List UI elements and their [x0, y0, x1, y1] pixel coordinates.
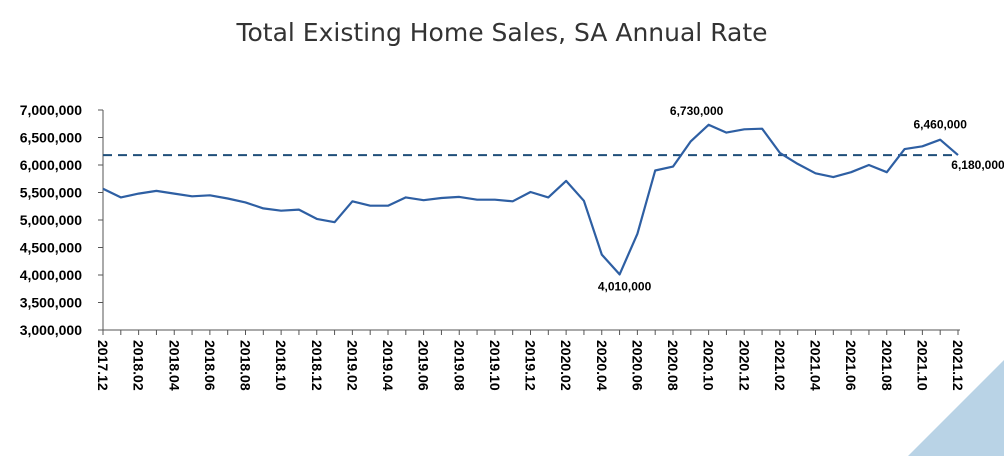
- data-label: 6,460,000: [913, 118, 967, 132]
- y-tick-label: 7,000,000: [20, 102, 82, 118]
- y-tick-label: 4,000,000: [20, 267, 82, 283]
- x-tick-label: 2019.02: [344, 340, 360, 391]
- x-tick-label: 2020.12: [736, 340, 752, 391]
- x-tick-label: 2020.06: [629, 340, 645, 391]
- y-tick-label: 4,500,000: [20, 240, 82, 256]
- x-tick-label: 2019.06: [416, 340, 432, 391]
- x-tick-label: 2018.04: [166, 340, 182, 391]
- x-tick-label: 2019.10: [487, 340, 503, 391]
- x-tick-label: 2020.10: [701, 340, 717, 391]
- x-tick-label: 2019.04: [380, 340, 396, 391]
- x-tick-label: 2020.02: [558, 340, 574, 391]
- data-label: 4,010,000: [598, 279, 652, 293]
- x-tick-label: 2021.02: [772, 340, 788, 391]
- data-label: 6,730,000: [670, 104, 724, 118]
- x-tick-label: 2021.10: [914, 340, 930, 391]
- y-tick-label: 3,500,000: [20, 295, 82, 311]
- chart-title: Total Existing Home Sales, SA Annual Rat…: [236, 18, 768, 47]
- x-tick-label: 2021.08: [879, 340, 895, 391]
- x-tick-label: 2018.06: [202, 340, 218, 391]
- x-tick-label: 2018.10: [273, 340, 289, 391]
- series-line: [102, 123, 959, 276]
- x-tick-label: 2018.02: [131, 340, 147, 391]
- x-tick-label: 2020.08: [665, 340, 681, 391]
- x-tick-label: 2019.12: [523, 340, 539, 391]
- y-tick-label: 5,500,000: [20, 185, 82, 201]
- x-tick-label: 2018.12: [309, 340, 325, 391]
- y-tick-label: 6,000,000: [20, 157, 82, 173]
- y-tick-label: 5,000,000: [20, 212, 82, 228]
- x-tick-label: 2017.12: [95, 340, 111, 391]
- x-tick-label: 2021.06: [843, 340, 859, 391]
- x-tick-label: 2021.12: [950, 340, 966, 391]
- x-tick-label: 2020.04: [594, 340, 610, 391]
- corner-triangle: [908, 360, 1004, 456]
- y-tick-label: 6,500,000: [20, 130, 82, 146]
- data-label: 6,180,000: [951, 158, 1004, 172]
- x-tick-label: 2021.04: [808, 340, 824, 391]
- x-tick-label: 2018.08: [238, 340, 254, 391]
- x-tick-label: 2019.08: [451, 340, 467, 391]
- y-tick-label: 3,000,000: [20, 322, 82, 338]
